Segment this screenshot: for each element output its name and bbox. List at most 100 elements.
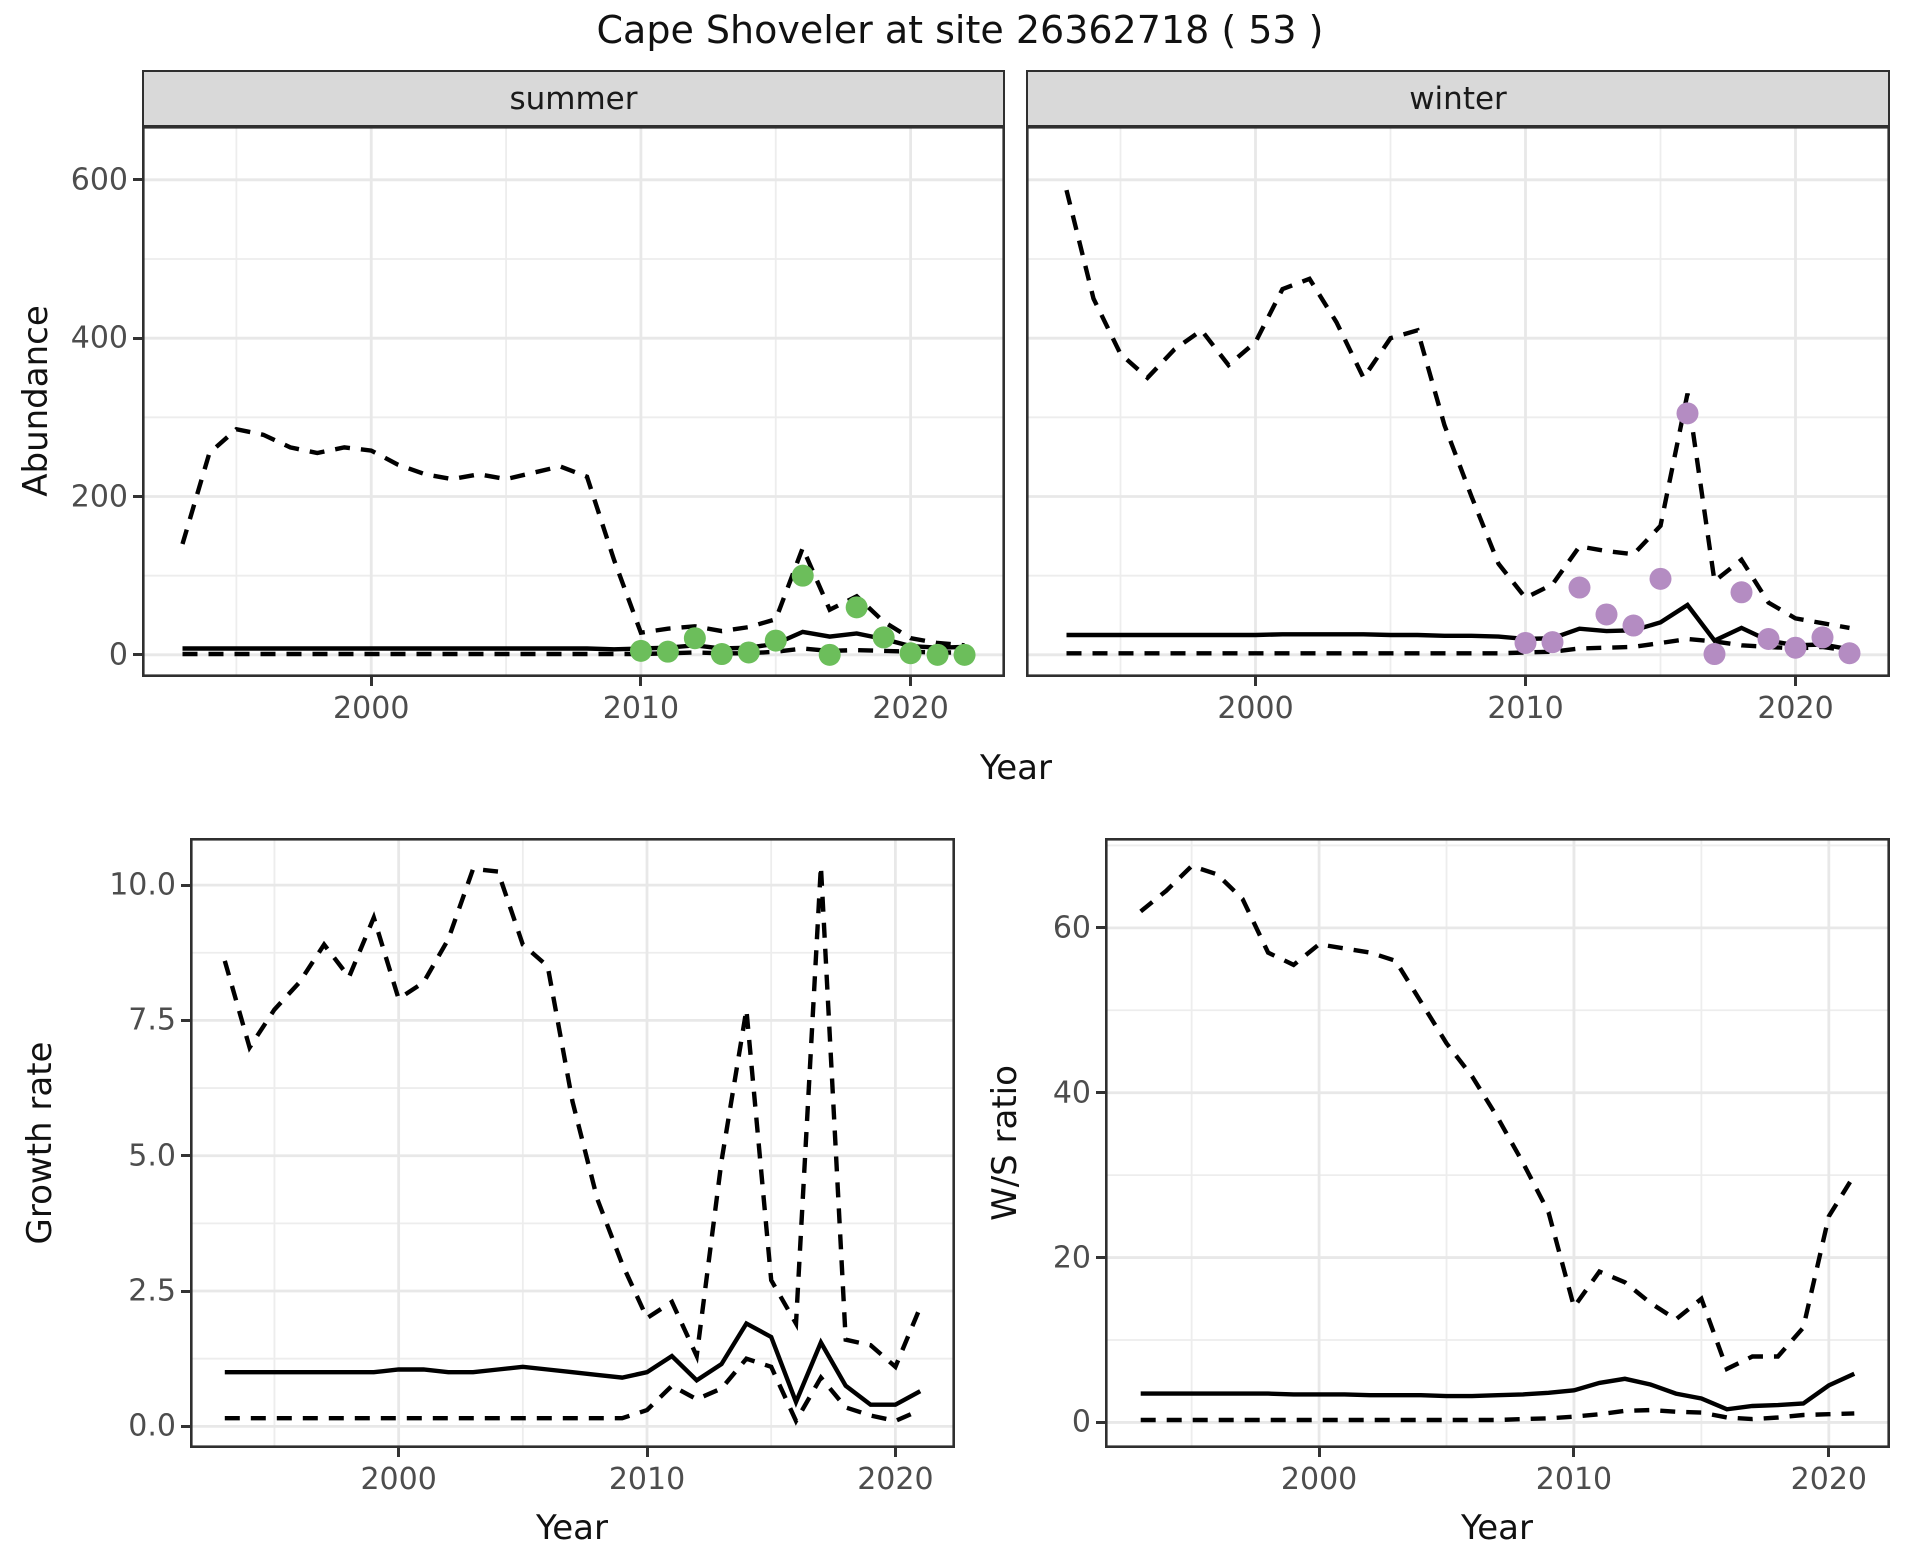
observation-dot	[710, 643, 733, 666]
x-tick-mark	[909, 677, 913, 686]
observation-dot	[656, 640, 679, 663]
y-tick-label: 7.5	[128, 1002, 176, 1038]
observation-dot	[1811, 626, 1834, 649]
y-tick-mark	[1096, 1091, 1105, 1095]
upper-ci-line	[222, 865, 923, 1371]
x-tick-label: 2000	[1217, 691, 1294, 726]
y-tick-mark	[133, 495, 142, 498]
x-tick-label: 2020	[1757, 691, 1834, 726]
observation-dot	[899, 642, 922, 665]
panel-border-frame	[190, 838, 955, 1448]
y-tick-mark	[133, 336, 142, 340]
y-tick-mark	[181, 1424, 190, 1428]
x-tick-label: 2020	[872, 691, 949, 726]
y-tick-mark	[1096, 1420, 1105, 1424]
lower-ci-line	[224, 1356, 922, 1426]
y-tick-mark	[133, 653, 142, 657]
y-tick-label: 60	[1052, 910, 1091, 946]
lower-ci-line	[1140, 1407, 1855, 1423]
panel-growth-rate	[190, 838, 955, 1448]
observation-dot	[1703, 643, 1726, 666]
panel-abundance-summer	[142, 126, 1005, 677]
x-tick-label: 2010	[608, 1462, 686, 1497]
facet-strip-winter: winter	[1026, 70, 1890, 127]
x-tick-mark	[893, 1448, 897, 1457]
x-tick-label: 2010	[1487, 691, 1564, 726]
y-axis-title-growth-rate: Growth rate	[20, 1041, 60, 1245]
facet-strip-summer: summer	[142, 70, 1005, 127]
observation-dot	[953, 643, 976, 666]
median-line	[224, 1320, 922, 1408]
observation-dot	[1622, 614, 1645, 637]
upper-ci-line	[1139, 863, 1857, 1372]
x-axis-title-year-ws: Year	[1461, 1508, 1533, 1548]
upper-ci-line	[1064, 189, 1850, 631]
lower-ci-line	[1066, 636, 1850, 656]
panel-ws-ratio	[1105, 838, 1890, 1448]
x-tick-mark	[397, 1448, 401, 1457]
observation-dot	[683, 627, 706, 650]
observation-dot	[1649, 567, 1672, 590]
panel-border-frame	[142, 126, 1005, 677]
observation-dot	[791, 564, 814, 587]
x-axis-title-year-growth: Year	[536, 1508, 608, 1548]
x-tick-label: 2000	[360, 1462, 437, 1497]
observation-dot	[1730, 581, 1753, 604]
x-tick-label: 2000	[1280, 1462, 1358, 1497]
x-tick-label: 2020	[857, 1462, 934, 1497]
upper-ci-line	[180, 426, 965, 648]
figure-title: Cape Shoveler at site 26362718 ( 53 )	[596, 8, 1324, 52]
observation-dot	[1784, 636, 1807, 659]
x-tick-mark	[1794, 677, 1797, 686]
x-axis-title-year-top: Year	[980, 748, 1052, 788]
panel-abundance-winter	[1026, 126, 1890, 677]
x-tick-mark	[1827, 1448, 1831, 1457]
facet-strip-summer-label: summer	[509, 80, 638, 117]
y-tick-label: 40	[1052, 1075, 1091, 1111]
y-tick-mark	[133, 178, 142, 182]
y-tick-mark	[181, 1018, 190, 1022]
median-line	[1066, 602, 1850, 652]
observation-dot	[629, 639, 652, 662]
y-tick-label: 0	[108, 637, 128, 673]
y-tick-label: 0	[1071, 1404, 1091, 1440]
x-tick-mark	[639, 677, 643, 686]
observation-dot	[737, 641, 760, 664]
y-tick-label: 400	[70, 320, 128, 356]
y-tick-label: 5.0	[128, 1138, 176, 1174]
observation-dot	[1595, 603, 1618, 626]
y-tick-mark	[1096, 1256, 1105, 1260]
y-tick-label: 20	[1052, 1240, 1091, 1276]
y-tick-label: 600	[70, 162, 128, 198]
x-tick-label: 2010	[602, 691, 680, 726]
x-tick-mark	[1317, 1448, 1321, 1457]
observation-dot	[818, 643, 841, 666]
x-tick-label: 2010	[1535, 1462, 1613, 1497]
observation-dot	[1757, 628, 1780, 650]
median-line	[182, 629, 965, 652]
observation-dot	[872, 626, 895, 649]
y-tick-label: 0.0	[128, 1408, 176, 1444]
y-tick-label: 10.0	[109, 867, 176, 903]
median-line	[1140, 1371, 1856, 1412]
facet-strip-winter-label: winter	[1409, 80, 1507, 117]
observation-dot	[1514, 631, 1537, 654]
panel-border-frame	[1105, 838, 1890, 1448]
x-tick-mark	[369, 677, 373, 686]
observation-dot	[1568, 576, 1591, 599]
y-tick-label: 200	[70, 479, 128, 514]
x-tick-mark	[1254, 677, 1257, 686]
y-tick-mark	[1096, 926, 1105, 930]
x-tick-mark	[645, 1448, 649, 1457]
y-tick-mark	[181, 1154, 190, 1158]
x-tick-mark	[1572, 1448, 1576, 1457]
observation-dot	[1838, 642, 1861, 665]
panel-border-frame	[1026, 126, 1890, 677]
y-tick-label: 2.5	[128, 1273, 176, 1309]
observation-dot	[845, 596, 868, 619]
y-tick-mark	[181, 883, 190, 887]
x-tick-label: 2020	[1790, 1462, 1868, 1497]
observation-dot	[926, 643, 949, 666]
y-tick-mark	[181, 1289, 190, 1293]
